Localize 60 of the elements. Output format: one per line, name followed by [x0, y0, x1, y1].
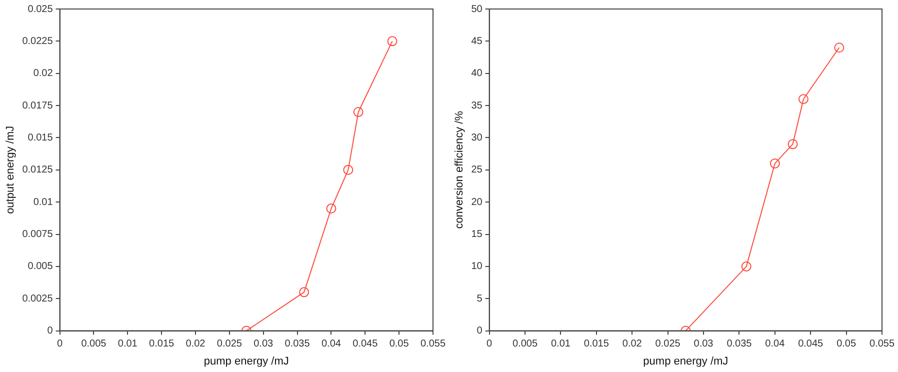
- y-tick-label: 0.0025: [22, 293, 54, 304]
- x-tick-label: 0.045: [352, 338, 378, 350]
- point: [741, 261, 752, 272]
- x-tick-label: 0.005: [512, 338, 538, 350]
- x-tick-label: 0.055: [869, 338, 895, 350]
- y-axis-title: output energy /mJ: [4, 126, 17, 214]
- x-tick-label: 0.01: [118, 338, 138, 350]
- x-tick-label: 0.035: [284, 338, 310, 350]
- point: [770, 158, 780, 168]
- y-tick-label: 5: [476, 293, 483, 304]
- point: [343, 164, 354, 175]
- y-tick-label: 15: [471, 229, 483, 240]
- y-tick-label: 25: [471, 164, 483, 176]
- x-tick-label: 0: [57, 338, 64, 350]
- point: [834, 42, 844, 53]
- y-tick-label: 0.0075: [22, 229, 54, 240]
- x-tick-label: 0.04: [321, 338, 342, 350]
- y-tick-label: 0.0225: [22, 36, 54, 47]
- x-tick-label: 0.045: [798, 338, 824, 350]
- x-tick-label: 0: [486, 338, 493, 350]
- y-tick-label: 10: [471, 261, 483, 272]
- y-tick-label: 0.0175: [22, 100, 54, 112]
- y-tick-label: 0.025: [28, 4, 54, 15]
- y-tick-label: 0.0125: [22, 164, 54, 176]
- x-tick-label: 0.04: [765, 338, 786, 350]
- x-tick-label: 0.035: [726, 338, 752, 350]
- x-tick-label: 0.025: [216, 338, 242, 350]
- x-tick-label: 0.055: [420, 338, 446, 350]
- y-axis-title: conversion efficiency /%: [454, 110, 466, 229]
- point: [299, 287, 310, 298]
- x-tick-label: 0.005: [81, 338, 107, 350]
- y-tick-label: 0: [47, 326, 54, 337]
- x-tick-label: 0.02: [622, 338, 642, 350]
- point: [788, 139, 798, 150]
- y-tick-label: 0.02: [33, 68, 54, 80]
- x-tick-label: 0.015: [149, 338, 175, 350]
- y-tick-label: 45: [471, 36, 483, 47]
- y-tick-label: 50: [471, 4, 483, 15]
- y-tick-label: 40: [471, 68, 483, 80]
- point: [798, 94, 808, 104]
- x-tick-label: 0.02: [186, 338, 206, 350]
- y-tick-label: 0.005: [28, 261, 54, 272]
- point: [353, 106, 364, 117]
- x-tick-label: 0.015: [584, 338, 610, 350]
- y-tick-label: 0.01: [33, 196, 54, 208]
- x-axis-title: pump energy /mJ: [643, 355, 728, 368]
- point: [387, 36, 398, 46]
- x-tick-label: 0.05: [836, 338, 856, 350]
- y-tick-label: 35: [471, 100, 483, 112]
- x-tick-label: 0.03: [254, 338, 274, 350]
- x-axis-title: pump energy /mJ: [204, 355, 289, 368]
- x-tick-label: 0.03: [694, 338, 714, 350]
- y-tick-label: 0: [476, 326, 483, 337]
- y-tick-label: 20: [471, 196, 483, 208]
- x-tick-label: 0.025: [655, 338, 681, 350]
- y-tick-label: 0.015: [28, 132, 54, 144]
- x-tick-label: 0.05: [389, 338, 410, 350]
- point: [326, 204, 336, 214]
- x-tick-label: 0.01: [550, 338, 571, 350]
- y-tick-label: 30: [471, 132, 483, 144]
